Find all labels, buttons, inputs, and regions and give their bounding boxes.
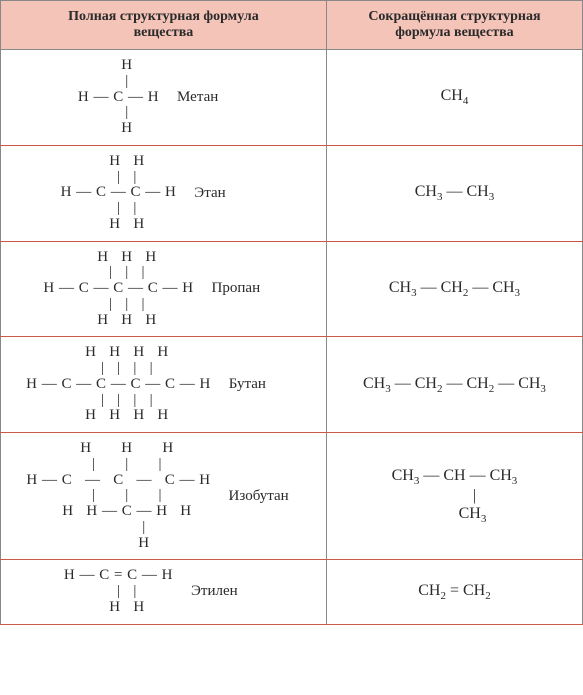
table-row: H H H | | | H — C — C — C — H | | | H H … <box>1 433 583 560</box>
short-formula-cell: CH3 — CH3 <box>326 145 582 241</box>
short-formula-cell: CH3 — CH — CH3 | CH3 <box>326 433 582 560</box>
condensed-formula: CH3 — CH2 — CH3 <box>331 279 578 299</box>
structural-formula: H H H | | | H — C — C — C — H | | | H H … <box>26 441 210 551</box>
header-right: Сокращённая структурнаяформула вещества <box>326 1 582 50</box>
compound-name: Этилен <box>191 583 263 600</box>
structural-formula: H H H H | | | | H — C — C — C — C — H | … <box>26 345 211 424</box>
compound-name: Пропан <box>212 280 284 297</box>
condensed-formula: CH3 — CH2 — CH2 — CH3 <box>331 375 578 395</box>
full-formula-cell: H | H — C — H | H Метан <box>1 50 327 146</box>
table-row: H H | | H — C — C — H | | H H Этан CH3 — C… <box>1 145 583 241</box>
short-formula-cell: CH3 — CH2 — CH3 <box>326 241 582 337</box>
table-row: H — C = C — H | | H H Этилен CH2 = CH2 <box>1 560 583 624</box>
full-formula-cell: H H H H | | | | H — C — C — C — C — H | … <box>1 337 327 433</box>
header-row: Полная структурная формулавещества Сокра… <box>1 1 583 50</box>
table-row: H | H — C — H | H Метан CH4 <box>1 50 583 146</box>
table-body: H | H — C — H | H Метан CH4 H H | | H — C … <box>1 50 583 625</box>
full-formula-cell: H H H | | | H — C — C — C — H | | | H H … <box>1 241 327 337</box>
condensed-formula: CH3 — CH — CH3 | CH3 <box>331 467 578 525</box>
full-formula-cell: H — C = C — H | | H H Этилен <box>1 560 327 624</box>
full-formula-cell: H H | | H — C — C — H | | H H Этан <box>1 145 327 241</box>
short-formula-cell: CH3 — CH2 — CH2 — CH3 <box>326 337 582 433</box>
short-formula-cell: CH4 <box>326 50 582 146</box>
structural-formula: H — C = C — H | | H H <box>64 568 173 615</box>
table-row: H H H H | | | | H — C — C — C — C — H | … <box>1 337 583 433</box>
table-row: H H H | | | H — C — C — C — H | | | H H … <box>1 241 583 337</box>
compound-name: Этан <box>194 185 266 202</box>
header-left: Полная структурная формулавещества <box>1 1 327 50</box>
structural-formula: H | H — C — H | H <box>78 58 159 137</box>
structural-formula: H H | | H — C — C — H | | H H <box>61 154 177 233</box>
full-formula-cell: H H H | | | H — C — C — C — H | | | H H … <box>1 433 327 560</box>
formula-table: Полная структурная формулавещества Сокра… <box>0 0 583 625</box>
short-formula-cell: CH2 = CH2 <box>326 560 582 624</box>
compound-name: Бутан <box>229 376 301 393</box>
compound-name: Изобутан <box>229 488 301 505</box>
compound-name: Метан <box>177 89 249 106</box>
condensed-formula: CH4 <box>331 87 578 107</box>
condensed-formula: CH2 = CH2 <box>331 582 578 602</box>
structural-formula: H H H | | | H — C — C — C — H | | | H H … <box>43 250 193 329</box>
condensed-formula: CH3 — CH3 <box>331 183 578 203</box>
